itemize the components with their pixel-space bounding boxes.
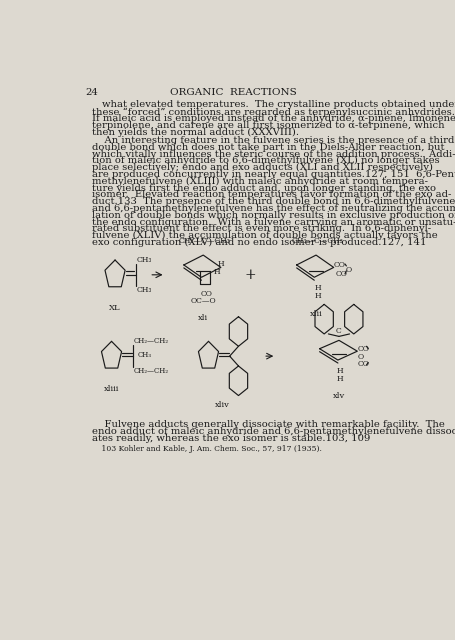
Text: CH₃—C—CH₃: CH₃—C—CH₃: [292, 237, 344, 245]
Text: duct.133  The presence of the third double bond in 6,6-dimethylfulvene: duct.133 The presence of the third doubl…: [92, 197, 455, 206]
Text: CH₂—CH₂: CH₂—CH₂: [134, 337, 169, 345]
Text: CH₃—C—CH₃: CH₃—C—CH₃: [179, 237, 231, 245]
Text: what elevated temperatures.  The crystalline products obtained under: what elevated temperatures. The crystall…: [102, 100, 455, 109]
Text: H: H: [214, 268, 220, 276]
Text: are produced concurrently in nearly equal quantities.127, 151  6,6-Penta-: are produced concurrently in nearly equa…: [92, 170, 455, 179]
Text: CH₃: CH₃: [136, 256, 152, 264]
Text: these “forced” conditions are regarded as terpenylsuccinic anhydrides.: these “forced” conditions are regarded a…: [92, 108, 455, 116]
Text: and 6,6-pentamethylenefulvene has the effect of neutralizing the accumu-: and 6,6-pentamethylenefulvene has the ef…: [92, 204, 455, 213]
Text: xlv: xlv: [333, 392, 345, 399]
Text: O: O: [345, 266, 351, 274]
Text: then yields the normal adduct (XXXVIII).: then yields the normal adduct (XXXVIII).: [92, 127, 299, 137]
Text: 103 Kohler and Kable, J. Am. Chem. Soc., 57, 917 (1935).: 103 Kohler and Kable, J. Am. Chem. Soc.,…: [92, 445, 322, 452]
Text: O: O: [358, 353, 364, 361]
Text: Fulvene adducts generally dissociate with remarkable facility.  The: Fulvene adducts generally dissociate wit…: [92, 420, 445, 429]
Text: tion of maleic anhydride to 6,6-dimethylfulvene (XL) no longer takes: tion of maleic anhydride to 6,6-dimethyl…: [92, 156, 440, 166]
Text: endo adduct of maleic anhydride and 6,6-pentamethylenefulvene dissoci-: endo adduct of maleic anhydride and 6,6-…: [92, 427, 455, 436]
Text: xliii: xliii: [104, 385, 119, 393]
Text: H: H: [337, 367, 344, 375]
Text: CO: CO: [358, 345, 369, 353]
Text: double bond which does not take part in the Diels-Alder reaction, but: double bond which does not take part in …: [92, 143, 445, 152]
Text: terpinolene, and carene are all first isomerized to α-terpinene, which: terpinolene, and carene are all first is…: [92, 121, 445, 130]
Text: ORGANIC  REACTIONS: ORGANIC REACTIONS: [170, 88, 297, 97]
Text: XL: XL: [109, 305, 121, 312]
Text: rated substituent the effect is even more striking.  In 6,6-diphenyl-: rated substituent the effect is even mor…: [92, 225, 431, 234]
Text: xliv: xliv: [215, 401, 230, 410]
Text: H: H: [314, 292, 321, 300]
Text: H: H: [314, 284, 321, 292]
Text: lation of double bonds which normally results in exclusive production of: lation of double bonds which normally re…: [92, 211, 455, 220]
Text: fulvene (XLIV) the accumulation of double bonds actually favors the: fulvene (XLIV) the accumulation of doubl…: [92, 231, 438, 240]
Text: ture yields first the endo adduct and, upon longer standing, the exo: ture yields first the endo adduct and, u…: [92, 184, 436, 193]
Text: xlii: xlii: [310, 310, 323, 318]
Text: exo configuration (XLV) and no endo isomer is produced.127, 141: exo configuration (XLV) and no endo isom…: [92, 238, 427, 247]
Text: isomer.  Elevated reaction temperatures favor formation of the exo ad-: isomer. Elevated reaction temperatures f…: [92, 190, 451, 199]
Text: If maleic acid is employed instead of the anhydride, α-pinene, limonene,: If maleic acid is employed instead of th…: [92, 114, 455, 123]
Text: CO: CO: [201, 289, 212, 298]
Text: CO: CO: [335, 270, 347, 278]
Text: xli: xli: [198, 314, 208, 322]
Text: CO: CO: [358, 360, 369, 369]
Text: An interesting feature in the fulvene series is the presence of a third: An interesting feature in the fulvene se…: [92, 136, 455, 145]
Text: place selectively; endo and exo adducts (XLI and XLII respectively): place selectively; endo and exo adducts …: [92, 163, 433, 172]
Text: H: H: [218, 260, 225, 268]
Text: methylenefulvene (XLIII) with maleic anhydride at room tempera-: methylenefulvene (XLIII) with maleic anh…: [92, 177, 428, 186]
Text: CO: CO: [334, 261, 345, 269]
Text: H: H: [337, 375, 344, 383]
Text: CH₃: CH₃: [137, 351, 152, 359]
Text: which vitally influences the steric course of the addition process.  Addi-: which vitally influences the steric cour…: [92, 150, 455, 159]
Text: the endo configuration.  With a fulvene carrying an aromatic or unsatu-: the endo configuration. With a fulvene c…: [92, 218, 455, 227]
Text: +: +: [244, 268, 256, 282]
Text: OC—O: OC—O: [190, 297, 216, 305]
Text: 24: 24: [85, 88, 98, 97]
Text: CH₃: CH₃: [136, 285, 152, 294]
Text: ates readily, whereas the exo isomer is stable.103, 109: ates readily, whereas the exo isomer is …: [92, 434, 370, 443]
Text: C: C: [336, 328, 342, 335]
Text: CH₂—CH₂: CH₂—CH₂: [134, 367, 169, 375]
